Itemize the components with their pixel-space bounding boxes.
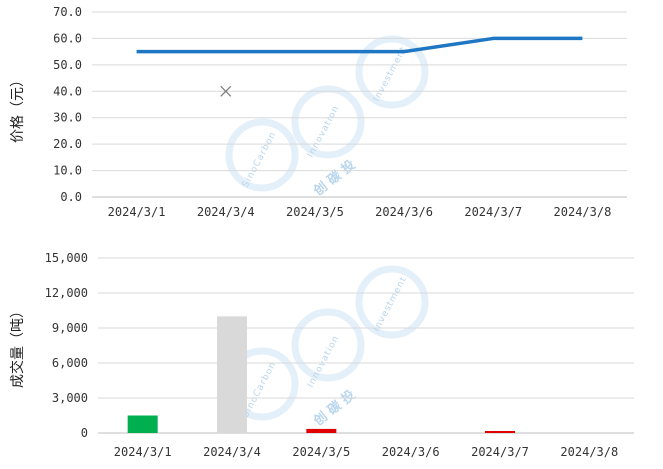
y-tick-label: 6,000 [52, 356, 88, 370]
x-tick-label: 2024/3/7 [464, 205, 522, 219]
x-tick-label: 2024/3/1 [114, 445, 172, 459]
x-tick-label: 2024/3/4 [203, 445, 261, 459]
x-tick-label: 2024/3/6 [382, 445, 440, 459]
volume-x-ticks: 2024/3/1 2024/3/4 2024/3/5 2024/3/6 2024/3/7… [114, 445, 618, 459]
y-tick-label: 60.0 [53, 31, 82, 45]
y-tick-label: 3,000 [52, 391, 88, 405]
y-tick-label: 0.0 [60, 190, 82, 204]
bar [485, 431, 515, 433]
x-tick-label: 2024/3/6 [375, 205, 433, 219]
bar [306, 428, 337, 433]
y-tick-label: 12,000 [45, 286, 88, 300]
y-tick-label: 15,000 [45, 251, 88, 265]
y-tick-label: 50.0 [53, 58, 82, 72]
volume-y-ticks: 0 3,000 6,000 9,000 12,000 15,000 [45, 251, 88, 440]
y-tick-label: 30.0 [53, 111, 82, 125]
volume-bars [127, 316, 515, 433]
price-line-chart: 0.0 10.0 20.0 30.0 40.0 50.0 60.0 70.0 2024/3/1… [10, 5, 627, 219]
y-tick-label: 0 [81, 426, 88, 440]
watermark-circle [291, 85, 365, 159]
x-tick-label: 2024/3/5 [292, 445, 350, 459]
x-marker [220, 85, 232, 97]
x-tick-label: 2024/3/8 [560, 445, 618, 459]
bar [127, 415, 158, 433]
y-tick-label: 10.0 [53, 164, 82, 178]
price-series [136, 36, 583, 54]
x-tick-label: 2024/3/1 [108, 205, 166, 219]
volume-gridlines [98, 257, 634, 434]
watermark-circle [225, 118, 299, 192]
watermark-word2: Investment [372, 45, 409, 104]
watermark-circle [355, 35, 429, 109]
watermark-cn: 创 碳 投 [310, 157, 359, 200]
price-x-ticks: 2024/3/1 2024/3/4 2024/3/5 2024/3/6 2024/3/7… [108, 205, 612, 219]
y-tick-label: 70.0 [53, 5, 82, 19]
watermark-top: SinoCarbon Innovation Investment 创 碳 投 [225, 35, 429, 200]
price-y-axis-label: 价格（元） [10, 73, 26, 143]
price-markers [220, 85, 232, 97]
watermark-cn: 创 碳 投 [310, 387, 359, 430]
y-tick-label: 20.0 [53, 137, 82, 151]
y-tick-label: 40.0 [53, 84, 82, 98]
watermark-brand: SinoCarbon [241, 130, 279, 189]
x-tick-label: 2024/3/8 [554, 205, 612, 219]
y-tick-label: 9,000 [52, 321, 88, 335]
watermark-circle [291, 308, 365, 382]
watermark-word2: Investment [372, 275, 409, 334]
volume-y-axis-label: 成交量（吨） [9, 304, 26, 388]
x-tick-label: 2024/3/5 [286, 205, 344, 219]
price-gridlines [92, 11, 627, 198]
watermark-circle [355, 265, 429, 339]
price-line [136, 36, 583, 54]
x-tick-label: 2024/3/4 [197, 205, 255, 219]
bar [217, 316, 247, 433]
x-tick-label: 2024/3/7 [471, 445, 529, 459]
price-y-ticks: 0.0 10.0 20.0 30.0 40.0 50.0 60.0 70.0 [53, 5, 82, 204]
